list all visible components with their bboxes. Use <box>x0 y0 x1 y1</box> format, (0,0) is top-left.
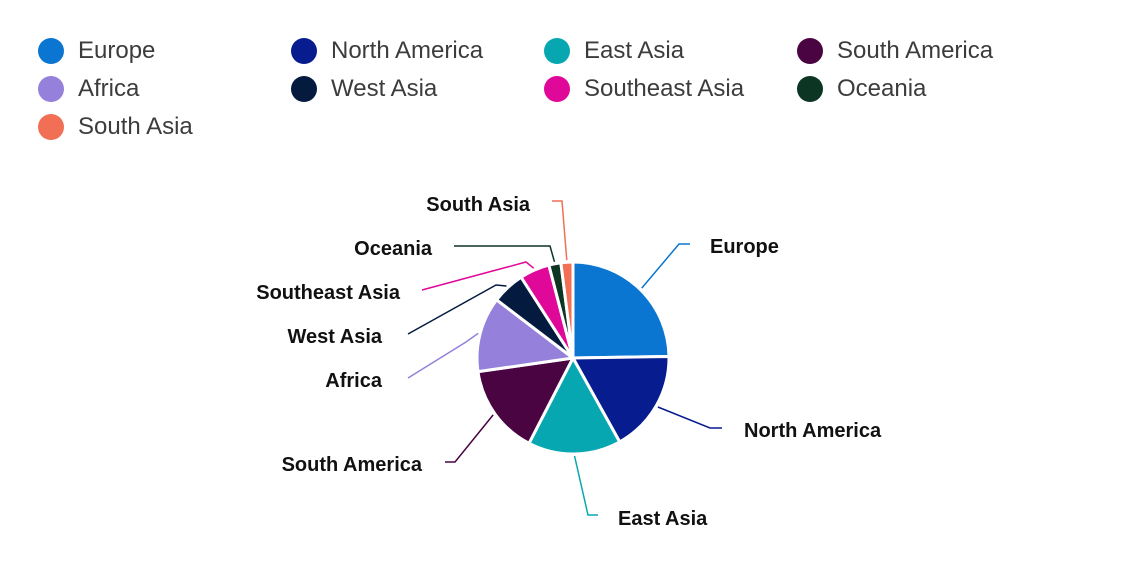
legend-label: South America <box>837 37 994 64</box>
legend-swatch <box>544 76 570 102</box>
legend-swatch <box>797 76 823 102</box>
legend-swatch <box>38 114 64 140</box>
legend-item-north-america[interactable]: North America <box>291 32 483 70</box>
legend-swatch <box>544 38 570 64</box>
leader-line-africa <box>407 332 479 379</box>
slice-label-east-asia: East Asia <box>618 508 708 530</box>
legend-label: Europe <box>78 37 156 64</box>
leader-line-europe <box>641 243 690 289</box>
slice-label-south-asia: South Asia <box>426 194 531 216</box>
pie-slice-east-asia[interactable] <box>527 356 622 456</box>
legend-label: East Asia <box>584 37 685 64</box>
leader-line-southeast-asia <box>421 261 535 291</box>
legend-item-east-asia[interactable]: East Asia <box>544 32 684 70</box>
leader-line-north-america <box>657 406 722 429</box>
legend-label: Africa <box>78 75 140 102</box>
legend-swatch <box>291 38 317 64</box>
slice-label-southeast-asia: Southeast Asia <box>256 282 401 304</box>
legend-item-europe[interactable]: Europe <box>38 32 155 70</box>
legend-item-south-asia[interactable]: South Asia <box>38 108 193 146</box>
pie-slice-south-asia[interactable] <box>559 260 575 360</box>
slice-label-oceania: Oceania <box>354 238 433 260</box>
slice-label-south-america: South America <box>282 454 423 476</box>
legend-label: Oceania <box>837 75 927 102</box>
pie-slice-europe[interactable] <box>571 260 671 360</box>
leader-line-west-asia <box>407 284 507 335</box>
slice-label-africa: Africa <box>325 370 383 392</box>
pie-slice-south-america[interactable] <box>476 356 575 445</box>
legend-label: Southeast Asia <box>584 75 745 102</box>
legend-item-west-asia[interactable]: West Asia <box>291 70 437 108</box>
slice-label-north-america: North America <box>744 420 882 442</box>
slice-label-west-asia: West Asia <box>288 326 383 348</box>
leader-line-oceania <box>454 245 556 262</box>
legend-label: South Asia <box>78 113 193 140</box>
slice-label-europe: Europe <box>710 236 779 258</box>
legend-item-oceania[interactable]: Oceania <box>797 70 926 108</box>
legend-label: West Asia <box>331 75 438 102</box>
pie-slice-north-america[interactable] <box>571 354 671 444</box>
leader-line-east-asia <box>573 455 598 516</box>
pie-slice-africa[interactable] <box>475 298 575 374</box>
leader-line-south-asia <box>552 200 568 261</box>
legend-item-africa[interactable]: Africa <box>38 70 139 108</box>
legend-swatch <box>797 38 823 64</box>
legend-item-south-america[interactable]: South America <box>797 32 993 70</box>
legend-swatch <box>38 38 64 64</box>
legend-label: North America <box>331 37 484 64</box>
legend-swatch <box>291 76 317 102</box>
legend-swatch <box>38 76 64 102</box>
legend-item-southeast-asia[interactable]: Southeast Asia <box>544 70 744 108</box>
leader-line-south-america <box>445 414 494 463</box>
